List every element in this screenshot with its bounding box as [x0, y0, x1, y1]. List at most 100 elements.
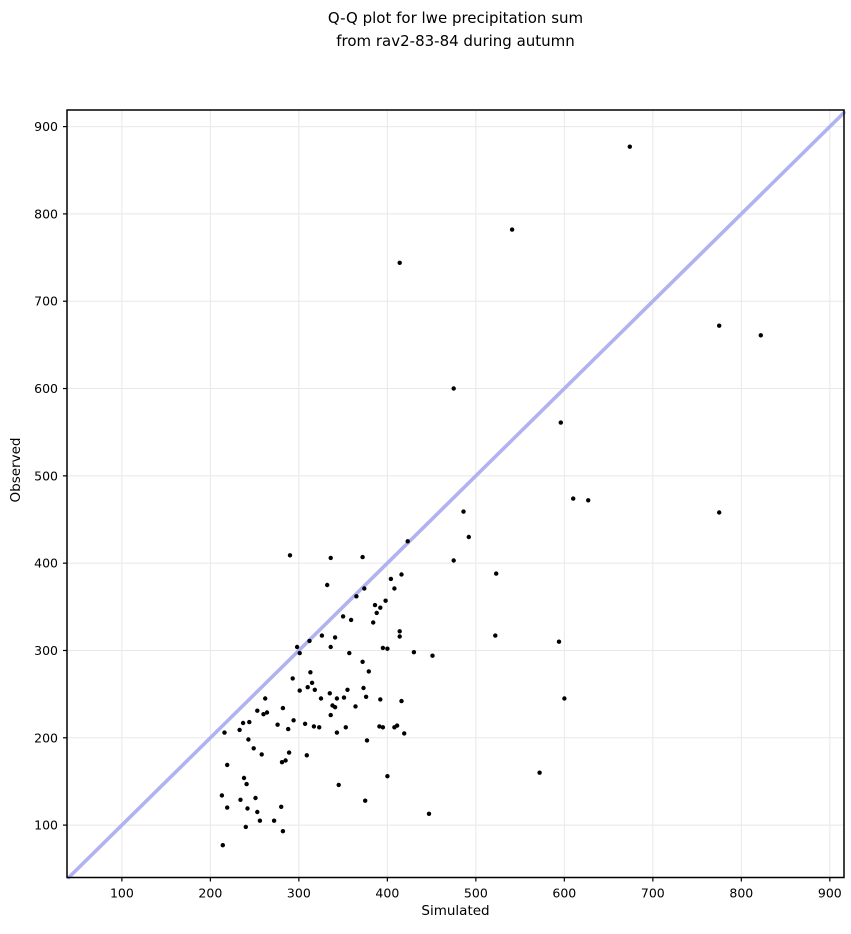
scatter-point — [374, 610, 379, 616]
scatter-points — [219, 144, 763, 848]
scatter-point — [494, 571, 499, 576]
scatter-point — [348, 617, 354, 623]
axis-tick-labels: 100 200 300 400 500 600 700 800 900 100 200 300 400 5… — [34, 119, 842, 900]
scatter-point — [246, 737, 251, 742]
scatter-point — [362, 586, 367, 591]
y-tick-label: 500 — [34, 468, 58, 483]
scatter-point — [220, 843, 225, 848]
scatter-point — [347, 650, 352, 656]
scatter-point — [405, 539, 410, 544]
scatter-point — [451, 558, 456, 563]
scatter-point — [340, 614, 346, 619]
scatter-point — [219, 793, 225, 798]
scatter-point — [287, 553, 293, 558]
scatter-point — [308, 670, 313, 675]
scatter-point — [372, 602, 378, 608]
x-tick-label: 100 — [110, 886, 134, 901]
scatter-point — [336, 782, 341, 788]
x-tick-label: 700 — [641, 886, 665, 901]
gridlines — [67, 110, 844, 878]
scatter-point — [280, 705, 286, 711]
scatter-point — [402, 731, 407, 736]
scatter-point — [253, 795, 258, 801]
scatter-point — [225, 805, 230, 810]
scatter-point — [363, 798, 368, 803]
scatter-point — [509, 227, 515, 232]
scatter-point — [334, 696, 340, 701]
scatter-point — [291, 718, 296, 723]
y-tick-label: 700 — [34, 294, 58, 309]
x-tick-label: 900 — [818, 886, 842, 901]
scatter-point — [332, 635, 338, 640]
scatter-point — [571, 496, 576, 501]
x-tick-label: 200 — [198, 886, 222, 901]
scatter-point — [392, 586, 397, 591]
scatter-point — [380, 725, 386, 730]
scatter-point — [311, 724, 317, 729]
scatter-point — [378, 697, 383, 702]
scatter-point — [327, 691, 332, 696]
scatter-point — [371, 620, 376, 625]
scatter-point — [243, 824, 248, 830]
y-tick-label: 200 — [34, 730, 58, 745]
scatter-point — [360, 659, 365, 664]
scatter-point — [297, 650, 302, 656]
scatter-point — [343, 725, 348, 730]
y-tick-label: 300 — [34, 643, 58, 658]
scatter-point — [385, 774, 390, 779]
scatter-point — [307, 638, 312, 644]
scatter-point — [240, 720, 246, 726]
scatter-point — [364, 738, 370, 743]
scatter-point — [354, 594, 359, 599]
scatter-point — [257, 818, 263, 823]
scatter-point — [255, 809, 260, 815]
scatter-point — [334, 730, 340, 735]
scatter-point — [332, 705, 338, 710]
identity-line-segment — [66, 110, 846, 880]
scatter-point — [280, 829, 286, 834]
scatter-point — [466, 534, 471, 540]
scatter-point — [312, 687, 317, 692]
scatter-point — [383, 598, 388, 603]
chart-title: Q-Q plot for lwe precipitation sum from … — [327, 9, 584, 50]
scatter-point — [286, 726, 291, 732]
scatter-point — [562, 696, 567, 701]
y-axis-label: Observed — [8, 437, 24, 503]
scatter-point — [325, 582, 330, 588]
scatter-point — [426, 811, 432, 816]
x-tick-label: 500 — [464, 886, 488, 901]
scatter-point — [286, 750, 292, 755]
scatter-point — [317, 725, 322, 730]
y-tick-label: 800 — [34, 206, 58, 221]
identity-line — [66, 110, 846, 880]
scatter-point — [556, 639, 562, 644]
scatter-point — [275, 722, 280, 727]
scatter-point — [241, 775, 247, 781]
scatter-point — [397, 634, 402, 639]
scatter-point — [255, 708, 260, 713]
scatter-point — [385, 646, 390, 651]
scatter-point — [290, 676, 295, 681]
scatter-point — [304, 753, 309, 758]
scatter-point — [558, 420, 563, 425]
scatter-point — [247, 719, 252, 725]
scatter-point — [345, 687, 350, 692]
scatter-point — [263, 696, 268, 701]
scatter-point — [297, 688, 302, 693]
scatter-point — [394, 723, 400, 728]
scatter-point — [758, 333, 763, 338]
scatter-point — [586, 498, 591, 503]
scatter-point — [245, 806, 250, 811]
scatter-point — [328, 555, 333, 561]
axes-frame — [66, 109, 845, 879]
scatter-point — [360, 554, 365, 560]
scatter-point — [283, 758, 288, 763]
scatter-point — [279, 804, 284, 809]
scatter-point — [397, 260, 402, 265]
scatter-point — [717, 510, 722, 515]
x-tick-label: 600 — [552, 886, 576, 901]
scatter-point — [363, 694, 369, 699]
scatter-point — [309, 680, 315, 685]
